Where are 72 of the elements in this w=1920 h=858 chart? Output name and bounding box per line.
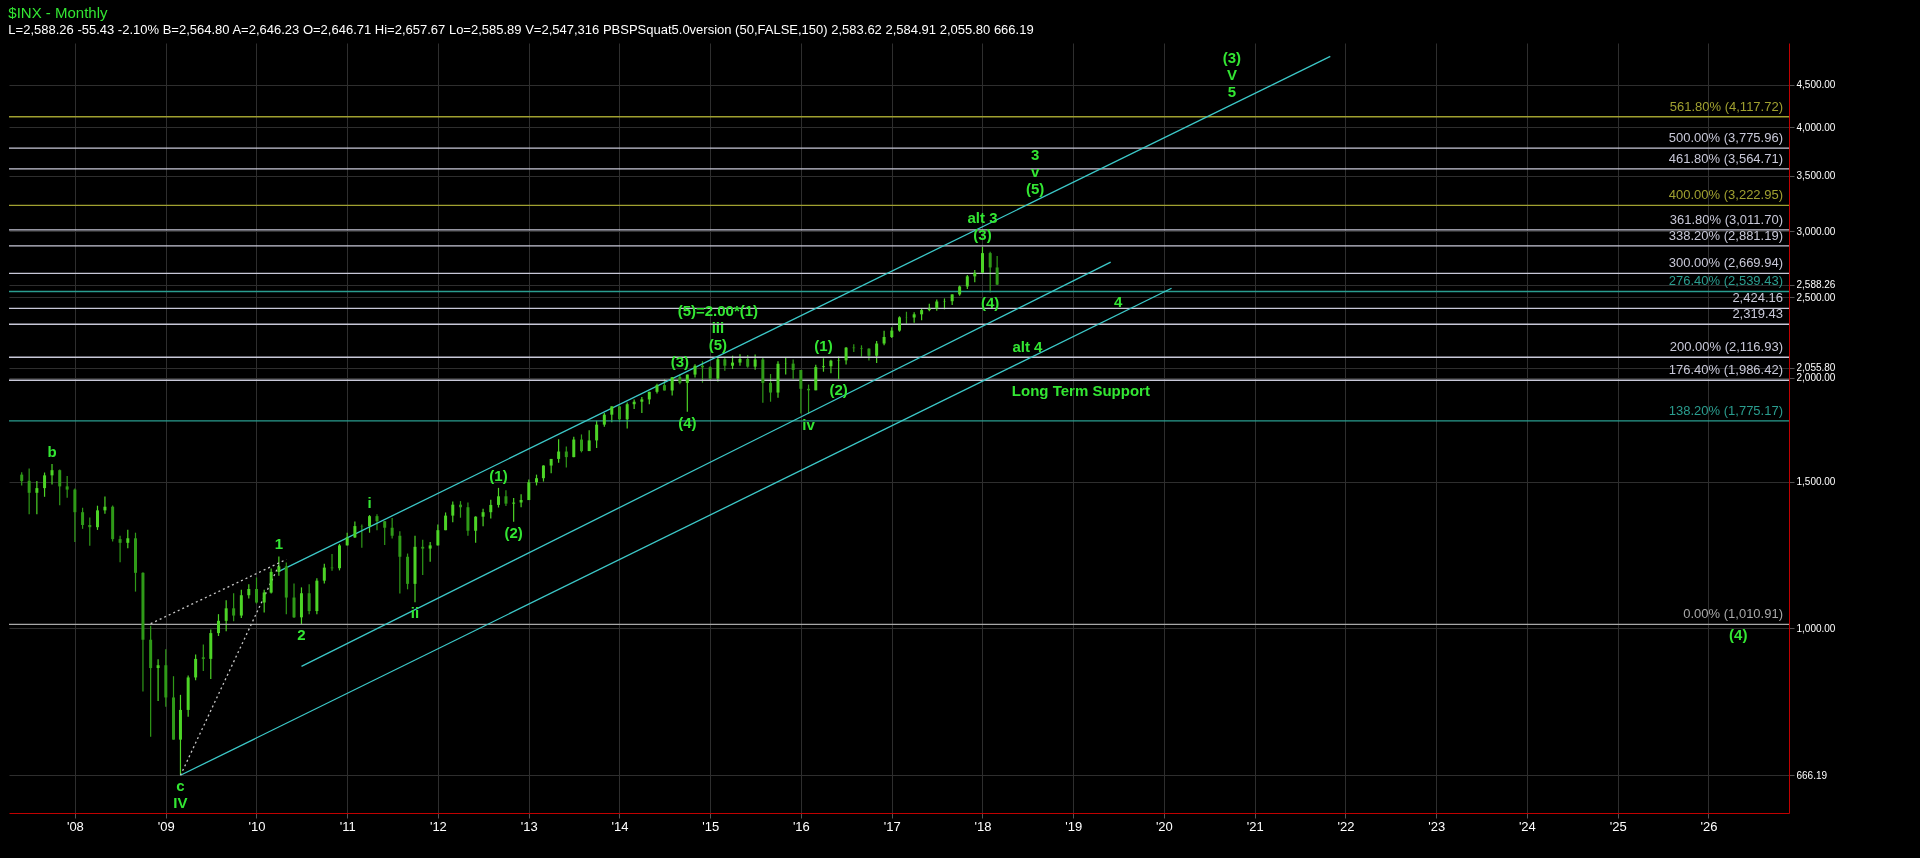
annotation: (2) bbox=[504, 523, 523, 541]
annotation: (2) bbox=[829, 381, 848, 399]
chart-subtitle: L=2,588.26 -55.43 -2.10% B=2,564.80 A=2,646.23 O=2,646.71 Hi=2,657.67 Lo=2,585.89 V=2,547,316 PBSPSquat5.0version (50,FALSE,150) 2,583.62 2,584.91 2,055.80 666.19 bbox=[8, 22, 1034, 37]
ref-line-label: 2,319.43 bbox=[1732, 306, 1783, 322]
annotation: 5 bbox=[1227, 83, 1237, 101]
x-tick-label: '08 bbox=[66, 818, 84, 834]
x-tick-label: '18 bbox=[974, 818, 992, 834]
x-tick-label: '13 bbox=[520, 818, 538, 834]
ref-line-label: 200.00% (2,116.93) bbox=[1669, 339, 1783, 355]
ref-line-label: 300.00% (2,669.94) bbox=[1668, 255, 1783, 271]
ref-line-label: 561.80% (4,117.72) bbox=[1669, 98, 1783, 114]
annotation: (4) bbox=[1729, 626, 1748, 644]
annotation: iv bbox=[802, 415, 816, 433]
x-tick-label: '10 bbox=[248, 818, 266, 834]
annotation: (3) bbox=[1222, 49, 1242, 67]
x-tick-label: '15 bbox=[702, 818, 720, 834]
annotation: b bbox=[47, 442, 57, 460]
ref-line-label: 361.80% (3,011.70) bbox=[1669, 211, 1783, 227]
annotation: c bbox=[176, 776, 185, 794]
annotation: V bbox=[1226, 66, 1237, 84]
ref-line-label: 461.80% (3,564.71) bbox=[1668, 150, 1783, 166]
annotation: 2 bbox=[297, 626, 306, 644]
x-tick-label: '21 bbox=[1246, 818, 1264, 834]
y-tick-label: 2,588.26 bbox=[1796, 279, 1836, 291]
ref-line-label: 0.00% (1,010.91) bbox=[1683, 606, 1783, 622]
annotation: 1 bbox=[274, 535, 284, 553]
y-tick-label: 1,500.00 bbox=[1796, 476, 1836, 488]
y-tick-label: 2,000.00 bbox=[1796, 372, 1836, 384]
annotation: v bbox=[1030, 163, 1040, 181]
ref-line-label: 500.00% (3,775.96) bbox=[1668, 130, 1783, 146]
annotation: (4) bbox=[981, 294, 1000, 312]
y-tick-label: 1,000.00 bbox=[1796, 622, 1836, 634]
y-tick-label: 3,000.00 bbox=[1796, 225, 1836, 237]
x-tick-label: '26 bbox=[1700, 818, 1718, 834]
annotation: 4 bbox=[1113, 293, 1123, 311]
annotation: alt 4 bbox=[1012, 337, 1044, 355]
annotation: 3 bbox=[1030, 146, 1040, 164]
x-tick-label: '12 bbox=[429, 818, 447, 834]
annotation: i bbox=[367, 494, 372, 512]
x-tick-label: '24 bbox=[1518, 818, 1536, 834]
annotation: (1) bbox=[814, 337, 833, 355]
x-tick-label: '11 bbox=[339, 818, 356, 834]
y-tick-label: 3,500.00 bbox=[1796, 170, 1836, 182]
annotation: IV bbox=[173, 793, 188, 811]
annotation: Long Term Support bbox=[1011, 382, 1150, 400]
y-tick-label: 4,000.00 bbox=[1796, 121, 1836, 133]
x-tick-label: '19 bbox=[1065, 818, 1083, 834]
annotation: (5) bbox=[708, 335, 728, 353]
chart-title: $INX - Monthly bbox=[8, 4, 109, 21]
annotation: (1) bbox=[489, 466, 508, 484]
y-tick-label: 2,500.00 bbox=[1796, 291, 1836, 303]
x-tick-label: '16 bbox=[792, 818, 810, 834]
x-tick-label: '22 bbox=[1337, 818, 1355, 834]
x-tick-label: '25 bbox=[1609, 818, 1627, 834]
ref-line-label: 400.00% (3,222.95) bbox=[1668, 187, 1783, 203]
y-tick-label: 4,500.00 bbox=[1796, 79, 1836, 91]
x-tick-label: '23 bbox=[1428, 818, 1446, 834]
ref-line-label: 176.40% (1,986.42) bbox=[1668, 362, 1783, 378]
y-tick-label: 666.19 bbox=[1796, 769, 1828, 781]
x-tick-label: '09 bbox=[157, 818, 175, 834]
x-tick-label: '17 bbox=[883, 818, 901, 834]
ref-line-label: 276.40% (2,539.43) bbox=[1668, 273, 1783, 289]
annotation: (3) bbox=[670, 353, 690, 371]
ref-line-label: 2,424.16 bbox=[1732, 290, 1783, 306]
ref-line-label: 138.20% (1,775.17) bbox=[1668, 402, 1783, 418]
annotation: (3) bbox=[973, 225, 992, 243]
x-tick-label: '20 bbox=[1155, 818, 1173, 834]
annotation: (4) bbox=[678, 413, 697, 431]
y-tick-label: 2,055.80 bbox=[1796, 362, 1836, 374]
x-tick-label: '14 bbox=[611, 818, 629, 834]
annotation: (5) bbox=[1025, 180, 1045, 198]
ref-line-label: 338.20% (2,881.19) bbox=[1668, 227, 1783, 243]
